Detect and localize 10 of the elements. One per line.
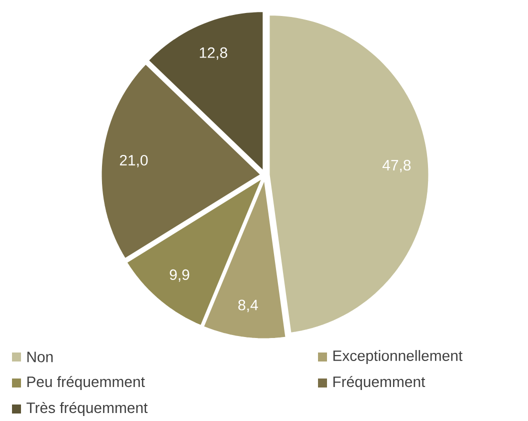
legend-label: Peu fréquemment	[27, 376, 145, 390]
data-label: 8,4	[238, 300, 258, 312]
legend-label: Non	[27, 352, 53, 362]
data-label: 21,0	[120, 154, 148, 168]
data-label: 9,9	[170, 269, 190, 282]
legend-label: Très fréquemment	[26, 402, 148, 416]
data-label: 47,8	[382, 160, 411, 172]
legend-label: Fréquemment	[333, 376, 426, 390]
legend-label: Exceptionnellement	[333, 350, 462, 364]
data-label: 12,8	[200, 47, 228, 60]
